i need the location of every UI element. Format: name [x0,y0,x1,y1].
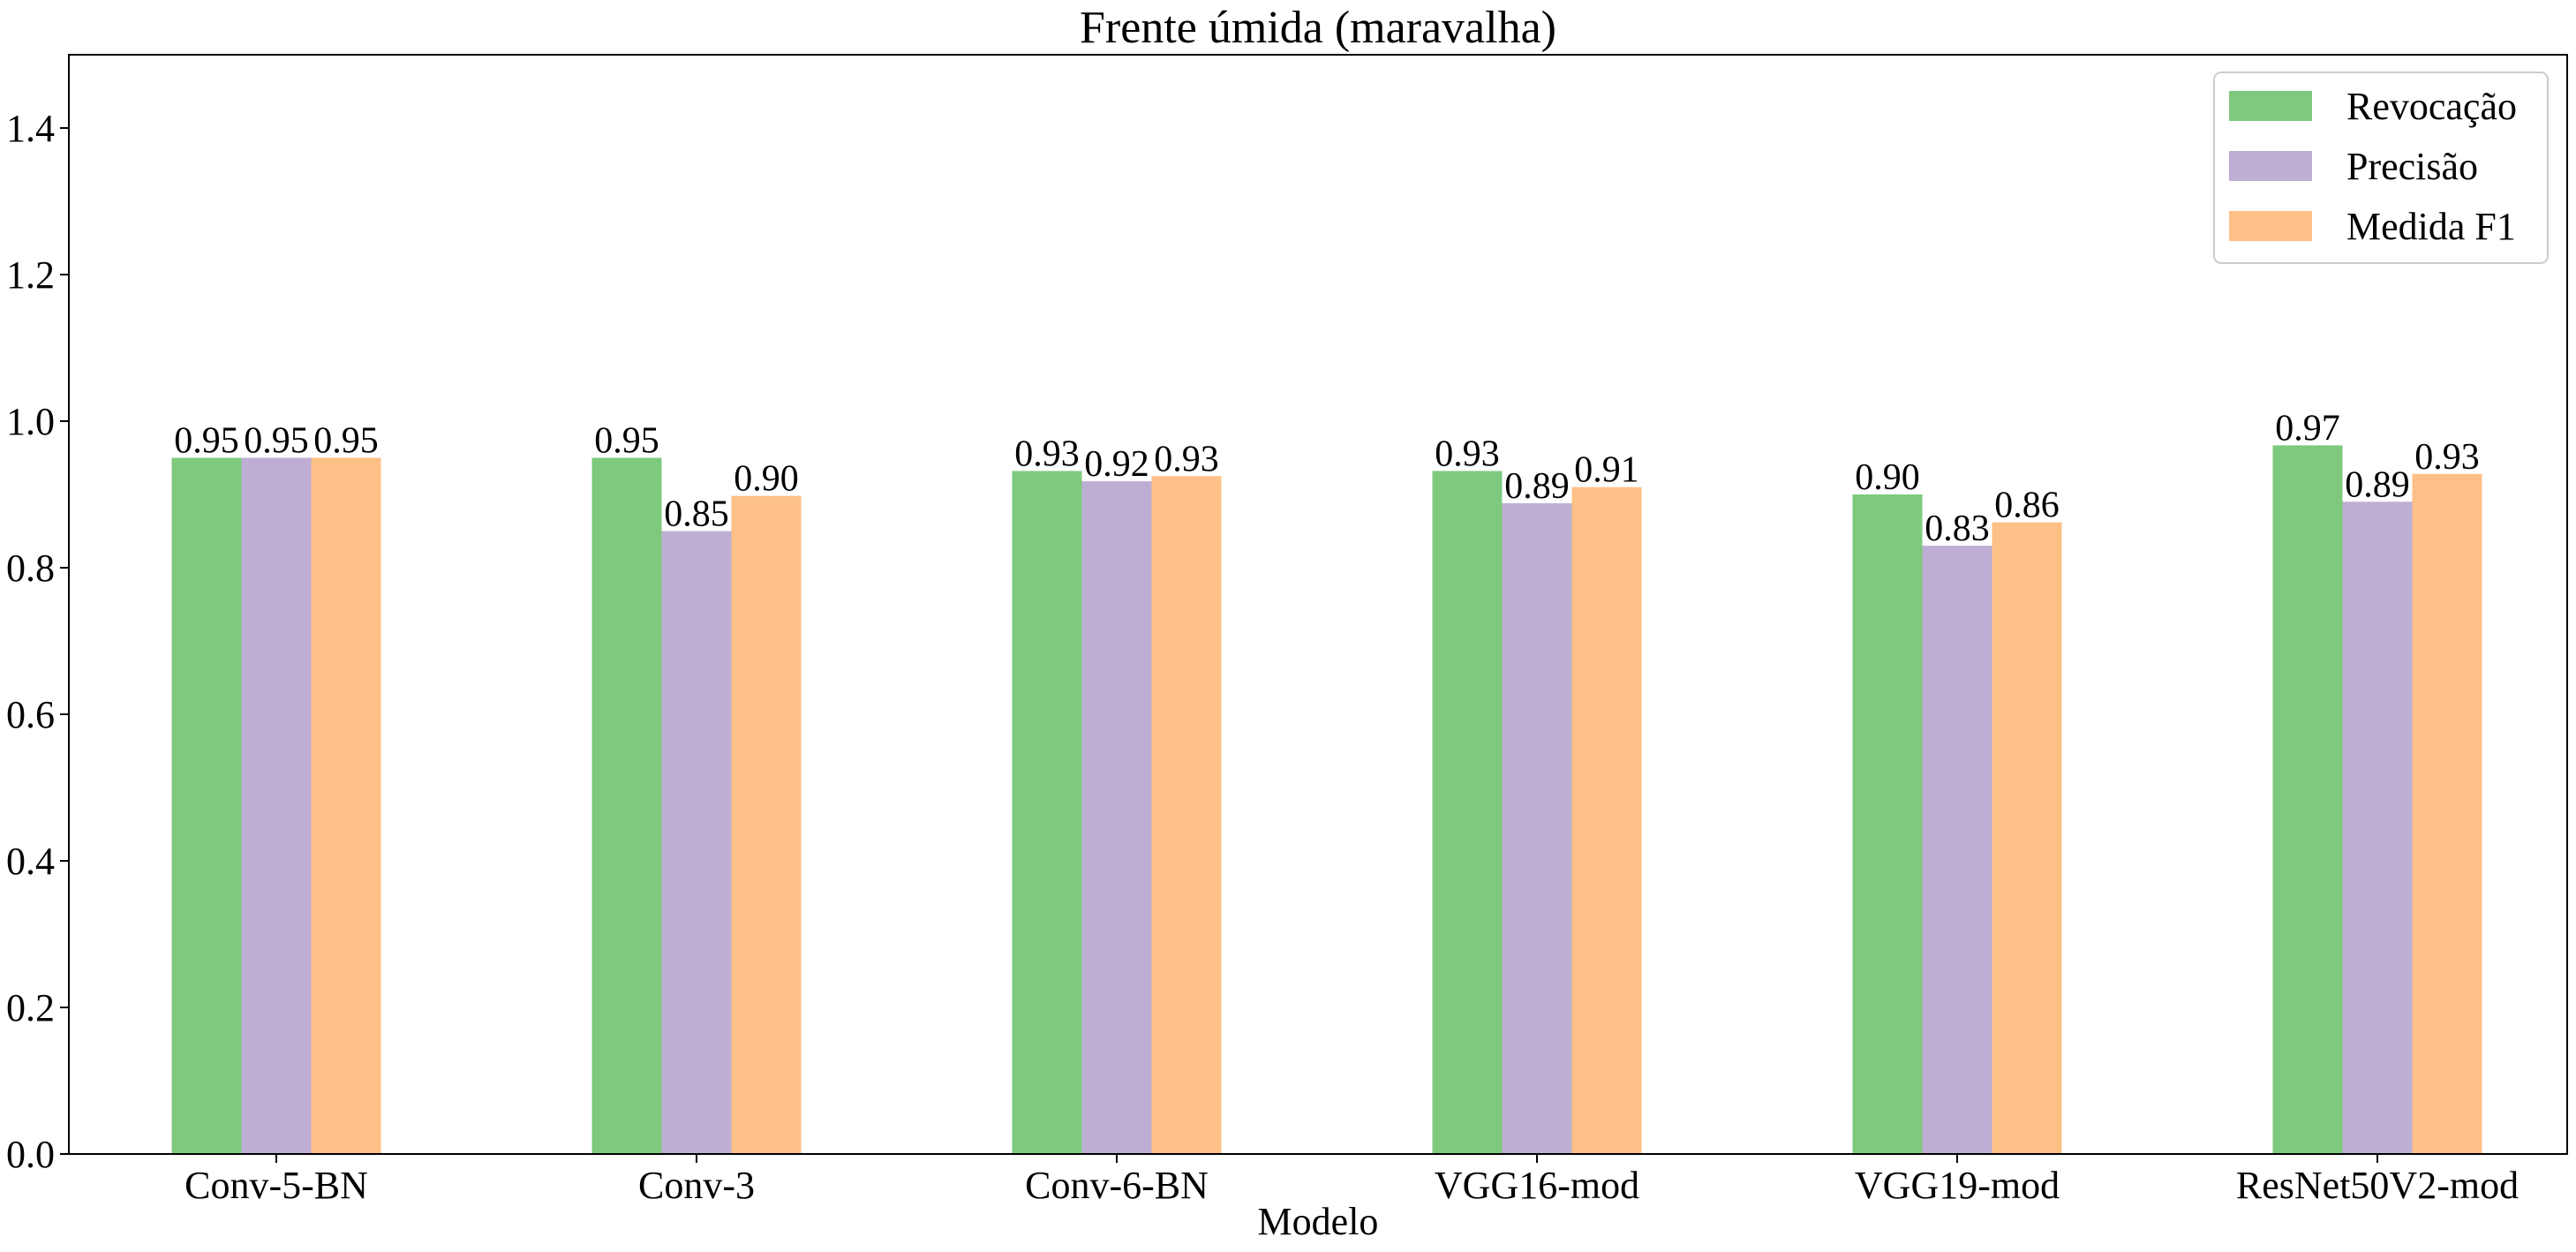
bar-revoca-o-conv-5-bn [171,457,242,1154]
bar-value-label: 0.95 [313,421,379,462]
x-tick-label: Conv-6-BN [1025,1164,1209,1207]
y-tick-label: 1.4 [6,107,55,150]
legend-label: Revocação [2346,85,2517,128]
x-tick-label: ResNet50V2-mod [2236,1164,2519,1207]
bar-revoca-o-conv-6-bn [1012,471,1082,1154]
x-axis: Conv-5-BN Conv-3 Conv-6-BN VGG16-mod VGG19-m… [185,1154,2519,1207]
legend-swatch [2229,211,2312,241]
x-axis-title: Modelo [1258,1200,1379,1243]
bar-value-label: 0.93 [1154,439,1219,479]
y-tick-label: 0.0 [6,1133,55,1176]
y-tick-label: 1.2 [6,253,55,297]
y-tick-label: 0.8 [6,547,55,590]
bar-value-label: 0.91 [1574,450,1639,491]
bar-value-label: 0.92 [1084,444,1149,485]
bar-precis-o-conv-5-bn [241,457,312,1154]
bar-revoca-o-vgg16-mod [1432,471,1503,1154]
bar-value-label: 0.85 [664,494,729,535]
legend-swatch [2229,91,2312,121]
bar-value-label: 0.95 [594,421,659,462]
legend-swatch [2229,151,2312,181]
legend-label: Medida F1 [2346,205,2516,248]
bar-value-label: 0.95 [244,421,309,462]
x-tick-label: Conv-3 [638,1164,755,1207]
bar-value-label: 0.90 [734,459,799,500]
x-tick-label: Conv-5-BN [185,1164,368,1207]
bar-revoca-o-resnet50v2-mod [2272,445,2343,1154]
bar-precis-o-vgg19-mod [1922,546,1992,1154]
bar-labels-group: 0.95 0.95 0.95 0.950.850.900.93 0.92 0.93 0.93… [174,408,2480,549]
bar-value-label: 0.97 [2275,408,2340,449]
bar-precis-o-conv-6-bn [1081,481,1152,1154]
bar-value-label: 0.89 [1504,466,1570,507]
bar-medida-f1-conv-5-bn [311,457,381,1154]
bar-revoca-o-conv-3 [591,457,662,1154]
bar-value-label: 0.89 [2345,464,2410,505]
bar-value-label: 0.93 [2414,437,2480,478]
y-axis: 0.0 0.2 0.4 0.6 0.8 1.0 1.2 1.4 [6,107,69,1176]
x-tick-label: VGG19-mod [1855,1164,2060,1207]
x-tick-label: VGG16-mod [1435,1164,1639,1207]
bar-value-label: 0.93 [1435,434,1500,474]
bars-group [171,445,2482,1154]
bar-medida-f1-vgg16-mod [1571,486,1642,1154]
legend-label: Precisão [2346,145,2478,188]
y-tick-label: 0.6 [6,693,55,736]
bar-medida-f1-vgg19-mod [1992,522,2062,1154]
plot-frame [68,54,2568,1155]
bar-medida-f1-conv-6-bn [1151,476,1222,1154]
legend: Revocação Precisão Medida F1 [2213,72,2549,264]
bar-value-label: 0.90 [1855,457,1920,498]
y-tick-label: 0.4 [6,840,55,883]
bar-value-label: 0.83 [1924,509,1990,549]
y-tick-label: 1.0 [6,400,55,443]
bar-value-label: 0.95 [174,421,239,462]
bar-value-label: 0.93 [1014,434,1080,474]
bar-medida-f1-conv-3 [731,495,802,1154]
bar-precis-o-vgg16-mod [1502,502,1572,1154]
bar-value-label: 0.86 [1994,486,2060,526]
bar-precis-o-resnet50v2-mod [2342,502,2413,1154]
bar-revoca-o-vgg19-mod [1852,494,1923,1154]
chart-title: Frente úmida (maravalha) [1080,3,1556,53]
bar-medida-f1-resnet50v2-mod [2412,473,2482,1154]
bar-precis-o-conv-3 [661,531,732,1154]
y-tick-label: 0.2 [6,986,55,1030]
